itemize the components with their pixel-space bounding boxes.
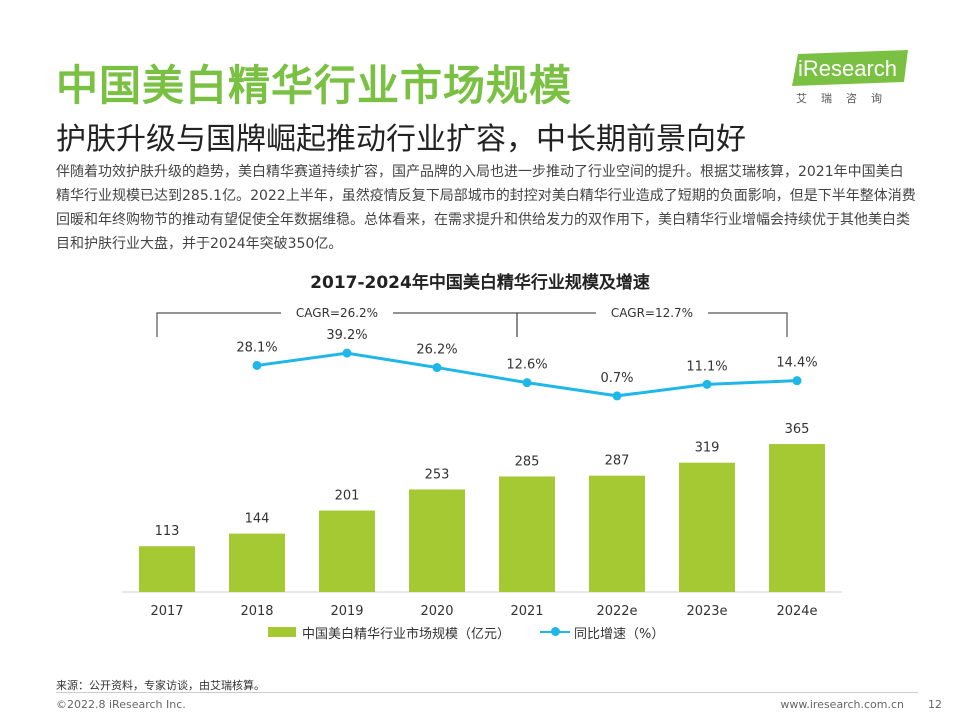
growth-label-2022e: 0.7% bbox=[600, 371, 633, 386]
chart-legend: 中国美白精华行业市场规模（亿元） 同比增速（%） bbox=[268, 622, 708, 642]
legend-bar-label: 中国美白精华行业市场规模（亿元） bbox=[302, 627, 511, 642]
growth-label-2020: 26.2% bbox=[416, 343, 457, 358]
bar-2023e bbox=[679, 462, 735, 592]
growth-label-2018: 28.1% bbox=[236, 340, 277, 355]
page-subtitle: 护肤升级与国牌崛起推动行业扩容，中长期前景向好 bbox=[56, 122, 746, 157]
bar-2018 bbox=[229, 533, 285, 592]
iresearch-logo: iResearch 艾瑞咨询 bbox=[792, 50, 912, 105]
growth-point-2020 bbox=[432, 363, 442, 373]
bar-value-label-2018: 144 bbox=[245, 512, 270, 527]
bar-2021 bbox=[499, 476, 555, 592]
growth-label-2019: 39.2% bbox=[326, 328, 367, 343]
growth-point-2024e bbox=[792, 376, 802, 386]
logo-subtext: 艾瑞咨询 bbox=[796, 92, 896, 105]
growth-point-2018 bbox=[252, 360, 262, 370]
bar-value-label-2017: 113 bbox=[155, 524, 180, 539]
legend-line-label: 同比增速（%） bbox=[574, 627, 665, 642]
cagr-label-1: CAGR=26.2% bbox=[296, 306, 378, 320]
footer-divider bbox=[56, 692, 918, 693]
bar-value-label-2023e: 319 bbox=[695, 441, 720, 456]
x-tick-label-2019: 2019 bbox=[330, 604, 363, 619]
bar-value-label-2021: 285 bbox=[515, 454, 540, 469]
bar-2017 bbox=[139, 546, 195, 592]
chart-title: 2017-2024年中国美白精华行业规模及增速 bbox=[310, 273, 650, 293]
growth-point-2023e bbox=[702, 379, 712, 389]
logo-text: iResearch bbox=[798, 56, 898, 81]
bar-2022e bbox=[589, 475, 645, 592]
bar-2019 bbox=[319, 510, 375, 592]
copyright-text: ©2022.8 iResearch Inc. bbox=[56, 698, 186, 711]
x-tick-label-2018: 2018 bbox=[240, 604, 273, 619]
x-tick-label-2021: 2021 bbox=[510, 604, 543, 619]
x-tick-label-2017: 2017 bbox=[150, 604, 183, 619]
bar-2024e bbox=[769, 444, 825, 592]
x-tick-label-2022e: 2022e bbox=[596, 604, 637, 619]
cagr-bracket-2 bbox=[516, 312, 788, 337]
bar-value-label-2024e: 365 bbox=[785, 422, 810, 437]
logo-badge bbox=[792, 50, 908, 86]
growth-point-2021 bbox=[522, 378, 532, 388]
cagr-label-2: CAGR=12.7% bbox=[611, 306, 693, 320]
bar-value-label-2020: 253 bbox=[425, 467, 450, 482]
growth-point-2019 bbox=[342, 348, 352, 358]
legend-line-dot bbox=[551, 627, 560, 636]
bar-2020 bbox=[409, 489, 465, 592]
x-tick-label-2020: 2020 bbox=[420, 604, 453, 619]
website-link[interactable]: www.iresearch.com.cn bbox=[780, 698, 904, 711]
growth-point-2022e bbox=[612, 391, 622, 401]
growth-label-2021: 12.6% bbox=[506, 358, 547, 373]
bar-value-label-2022e: 287 bbox=[605, 454, 630, 469]
x-tick-label-2024e: 2024e bbox=[776, 604, 817, 619]
source-note: 来源：公开资料，专家访谈，由艾瑞核算。 bbox=[56, 679, 265, 692]
body-paragraph: 伴随着功效护肤升级的趋势，美白精华赛道持续扩容，国产品牌的入局也进一步推动了行业… bbox=[56, 164, 916, 252]
page-number: 12 bbox=[928, 698, 942, 711]
growth-label-2024e: 14.4% bbox=[776, 356, 817, 371]
page-title: 中国美白精华行业市场规模 bbox=[56, 61, 573, 110]
bar-value-label-2019: 201 bbox=[335, 489, 360, 504]
growth-label-2023e: 11.1% bbox=[686, 359, 727, 374]
x-tick-label-2023e: 2023e bbox=[686, 604, 727, 619]
legend-bar-swatch bbox=[268, 627, 296, 637]
